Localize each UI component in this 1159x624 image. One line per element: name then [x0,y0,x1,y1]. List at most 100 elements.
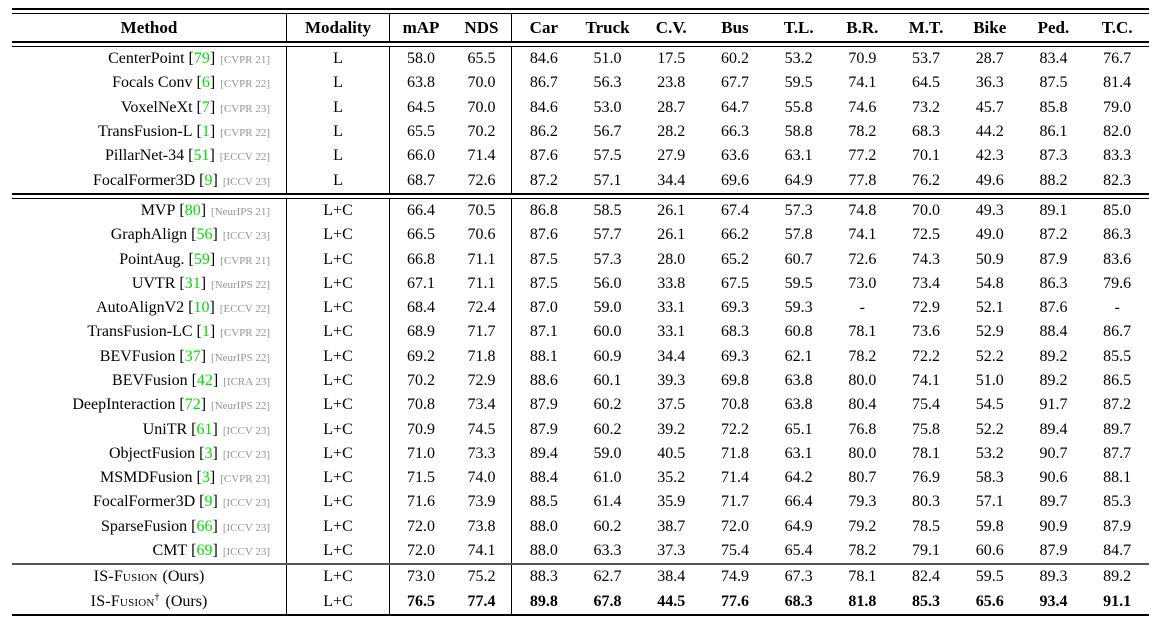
metric-value-b-r: 77.8 [848,171,877,189]
metric-value-t-c: 87.9 [1103,517,1132,535]
metric-value-b-r: 74.1 [848,74,877,92]
metric-value-t-c: 82.3 [1103,171,1132,189]
metric-value-map: 73.0 [407,568,435,586]
metric-value-truck: 59.0 [593,299,622,317]
metric-value-b-r: 80.0 [848,444,877,462]
method-suffix: (Ours) [162,568,205,586]
citation-ref: [10] [188,299,215,317]
metric-value-truck: 56.3 [593,74,622,92]
citation-ref: [9] [199,171,218,189]
metric-value-car: 87.5 [529,250,558,268]
results-table: Method Modality mAP NDS Car Truck C.V. Bus T.L. B… [12,8,1149,616]
metric-value-nds: 72.6 [452,168,512,193]
metric-value-c-v: 33.1 [657,323,686,341]
table-row: MVP [80] [NeurIPS 21] L+C 66.4 70.5 86.8 58.5 26… [12,198,1149,224]
metric-value-truck: 57.1 [593,171,622,189]
metric-value-nds: 73.8 [452,514,512,539]
metric-value-t-c: 85.5 [1103,347,1132,365]
metric-value-nds: 71.8 [452,344,512,369]
venue-tag: [ICCV 23] [222,546,270,559]
metric-value-t-l: 59.5 [784,74,813,92]
metric-value-ped: 89.7 [1039,493,1068,511]
metric-value-map: 76.5 [407,592,435,610]
metric-value-map: 67.1 [407,274,435,292]
metric-value-t-c: 91.1 [1103,592,1132,610]
citation-ref: [3] [199,444,218,462]
metric-value-t-l: 68.3 [784,592,813,610]
metric-value-bike: 49.6 [975,171,1004,189]
metric-value-m-t: 80.3 [912,493,941,511]
citation-ref: [66] [191,517,218,535]
metric-value-c-v: 33.8 [657,274,686,292]
metric-value-nds: 70.0 [452,71,512,96]
metric-value-nds: 72.9 [452,368,512,394]
metric-value-nds: 70.0 [452,95,512,120]
metric-value-car: 87.6 [529,147,558,165]
citation-ref: [31] [179,274,207,292]
method-name: TransFusion-L [97,123,193,141]
metric-value-c-v: 39.3 [657,372,686,389]
metric-value-b-r: 79.3 [848,493,877,511]
metric-value-b-r: 80.7 [848,469,877,487]
metric-value-ped: 90.9 [1039,517,1068,535]
metric-value-car: 86.7 [529,74,558,92]
table-row: IS-Fusion (Ours) L+C 73.0 75.2 88.3 62.7 38.4 74… [12,565,1149,590]
metric-value-t-c: 88.1 [1103,469,1132,487]
column-header-ped: Ped. [1037,17,1070,37]
metric-value-bike: 42.3 [975,147,1004,165]
modality-cell: L [287,71,390,96]
column-header-map: mAP [402,17,440,37]
metric-value-truck: 60.1 [593,372,622,389]
metric-value-bike: 57.1 [975,493,1004,511]
metric-value-car: 86.8 [529,201,558,219]
metric-value-t-c: 83.3 [1103,147,1132,165]
modality-cell: L [287,144,390,169]
table-row: FocalFormer3D [9] [ICCV 23] L+C 71.6 73.9 88.5… [12,490,1149,515]
table-row: BEVFusion [37] [NeurIPS 22] L+C 69.2 71.8 88.1… [12,344,1149,369]
column-header-car: Car [529,17,558,37]
metric-value-t-l: 59.5 [784,274,813,292]
section-divider [12,563,1149,566]
metric-value-b-r: 79.2 [848,517,877,535]
metric-value-b-r: 74.1 [848,226,877,244]
venue-tag: [CVPR 23] [220,473,270,486]
metric-value-m-t: 75.4 [912,396,941,414]
venue-tag: [CVPR 21] [220,54,270,67]
metric-value-c-v: 28.7 [657,98,686,116]
metric-value-truck: 60.9 [593,347,622,365]
metric-value-t-c: 86.3 [1103,226,1132,244]
modality-cell: L+C [287,589,390,614]
method-name: CMT [152,542,188,560]
metric-value-ped: 85.8 [1039,98,1068,116]
metric-value-bus: 66.2 [720,226,749,244]
metric-value-ped: 87.5 [1039,74,1068,92]
method-name: AutoAlignV2 [96,299,185,317]
metric-value-b-r: 73.0 [848,274,877,292]
metric-value-m-t: 73.2 [912,98,941,116]
metric-value-m-t: 72.2 [912,347,941,365]
citation-ref: [3] [196,469,216,487]
method-name: PillarNet-34 [105,147,185,165]
metric-value-bike: 52.2 [975,420,1004,438]
method-cell: FocalFormer3D [9] [ICCV 23] [12,168,287,193]
metric-value-c-v: 38.7 [657,517,686,535]
citation-ref: [9] [199,493,218,511]
metric-value-ped: 87.6 [1039,299,1068,317]
metric-value-map: 66.8 [407,250,435,268]
table-row: DeepInteraction [72] [NeurIPS 22] L+C 70.8 73… [12,393,1149,418]
metric-value-t-l: 63.8 [784,372,813,389]
column-header-bike: Bike [973,17,1007,37]
metric-value-t-l: 63.8 [784,396,813,414]
metric-value-m-t: 74.3 [912,250,941,268]
modality-cell: L+C [287,271,390,296]
metric-value-m-t: 76.9 [912,469,941,487]
metric-value-t-c: 83.6 [1103,250,1132,268]
venue-tag: [ICCV 23] [222,230,270,243]
metric-value-car: 88.0 [529,542,558,560]
metric-value-bus: 74.9 [720,568,749,586]
metric-value-ped: 87.9 [1039,542,1068,560]
metric-value-truck: 58.5 [593,201,622,219]
metric-value-truck: 59.0 [593,444,622,462]
metric-value-truck: 63.3 [593,542,622,560]
metric-value-ped: 89.2 [1039,347,1068,365]
